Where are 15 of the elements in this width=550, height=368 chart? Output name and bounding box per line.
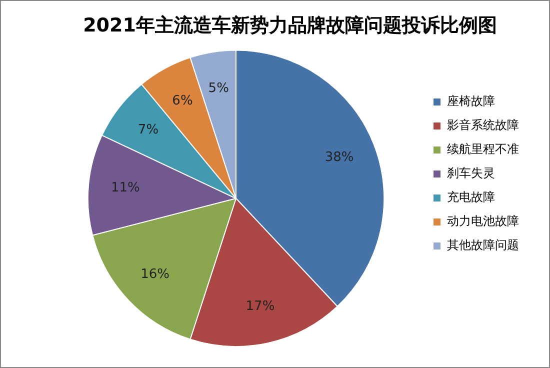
legend-label: 充电故障 [447,190,495,204]
legend-label: 续航里程不准 [447,142,519,156]
legend-label: 座椅故障 [447,94,495,108]
data-label: 5% [208,81,229,96]
legend-label: 动力电池故障 [447,214,519,228]
legend-label: 其他故障问题 [447,238,519,252]
data-label: 7% [138,122,159,138]
data-label: 16% [140,266,170,282]
data-label: 17% [246,299,275,314]
data-label: 6% [172,93,193,108]
data-label: 11% [110,180,140,196]
legend-label: 影音系统故障 [447,118,519,132]
chart-title: 2021年主流造车新势力品牌故障问题投诉比例图 [83,14,497,36]
legend-label: 刹车失灵 [447,166,495,180]
data-label: 38% [324,150,354,165]
